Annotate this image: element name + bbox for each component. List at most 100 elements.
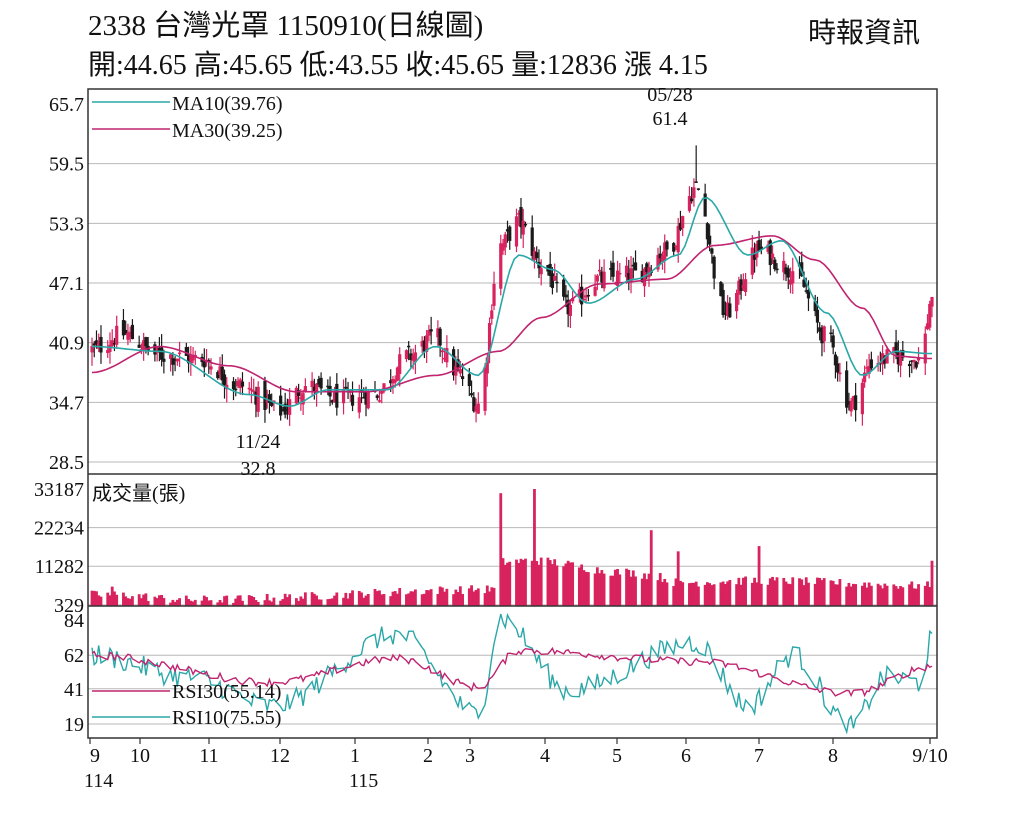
candle-body: [234, 388, 238, 391]
candle-body: [330, 400, 334, 403]
volume-tick-label: 11282: [35, 556, 84, 578]
volume-bar: [268, 600, 271, 606]
volume-bar: [548, 560, 552, 606]
volume-bar: [200, 600, 204, 606]
volume-bar: [807, 582, 810, 606]
volume-bar: [530, 560, 534, 606]
volume-bar: [804, 577, 808, 606]
candle-body: [602, 271, 606, 289]
rsi-tick-label: 62: [64, 645, 84, 667]
volume-bar: [568, 562, 572, 606]
volume-bar: [344, 592, 348, 606]
candle-body: [155, 346, 159, 353]
volume-bar: [647, 573, 651, 606]
candle-body: [892, 347, 896, 352]
volume-bar: [923, 585, 927, 606]
volume-bar: [236, 595, 240, 606]
candle-body: [676, 225, 680, 253]
volume-bar: [122, 592, 125, 606]
candle-body: [231, 381, 236, 390]
volume-bar: [694, 581, 698, 606]
candle-body: [703, 193, 707, 217]
volume-bar: [409, 591, 413, 606]
volume-bar: [661, 581, 664, 606]
volume-bar: [378, 590, 381, 606]
volume-bar: [537, 564, 541, 606]
candle-body: [126, 333, 130, 340]
candle-body: [265, 400, 269, 403]
candle-body: [413, 352, 418, 363]
candle-body: [452, 349, 456, 376]
volume-bar: [584, 571, 588, 606]
volume-bar: [786, 583, 790, 606]
volume-bar: [333, 595, 336, 606]
x-tick-label: 9/10: [912, 745, 948, 767]
candle-body: [618, 272, 622, 275]
candle-body: [705, 223, 710, 240]
candle-body: [366, 390, 370, 409]
candle-body: [303, 386, 307, 392]
volume-bar: [106, 592, 110, 606]
panel-frames: [87, 88, 938, 739]
candle-body: [443, 357, 447, 360]
volume-bar: [645, 579, 649, 606]
candle-body: [642, 268, 647, 287]
volume-bar: [173, 601, 177, 606]
volume-bar: [483, 593, 487, 606]
candle-body: [788, 279, 793, 285]
candle-body: [456, 359, 460, 368]
volume-bar: [281, 599, 285, 606]
candle-body: [660, 255, 665, 262]
volume-bar: [851, 583, 855, 606]
volume-bar: [663, 578, 667, 606]
candle-body: [467, 374, 471, 387]
volume-bar: [649, 530, 653, 606]
volume-bar: [867, 582, 871, 606]
candle-body: [656, 255, 660, 270]
x-year-label: 115: [349, 770, 378, 792]
volume-bar: [270, 601, 274, 606]
volume-bar: [373, 588, 377, 606]
volume-bar: [883, 583, 887, 606]
volume-bar: [393, 591, 397, 606]
candle-body: [726, 302, 730, 317]
volume-bar: [391, 591, 395, 606]
candle-body: [247, 387, 251, 390]
volume-bar: [580, 564, 584, 606]
volume-bar: [256, 601, 260, 606]
volume-bar: [97, 595, 101, 606]
candle-body: [867, 366, 871, 374]
candle-body: [838, 372, 842, 375]
volume-bar: [627, 569, 631, 606]
volume-bar: [247, 595, 251, 606]
candle-body: [162, 358, 166, 362]
volume-bar: [679, 580, 682, 606]
candle-body: [690, 198, 694, 202]
volume-bar: [429, 589, 433, 606]
candle-body: [658, 253, 662, 259]
volume-bar: [586, 572, 590, 606]
candle-body: [633, 262, 638, 271]
candle-body: [829, 332, 833, 335]
volume-bar: [144, 593, 148, 606]
volume-bar: [454, 589, 458, 606]
candle-body: [894, 342, 898, 354]
volume-bar: [564, 563, 568, 606]
candle-body: [517, 213, 521, 215]
candle-body: [220, 366, 224, 381]
axis-labels: 65.759.553.347.140.934.728.5331872223411…: [34, 84, 948, 792]
volume-bar: [741, 577, 745, 606]
high-date-annotation: 05/28: [647, 84, 693, 106]
candle-body: [550, 273, 555, 288]
volume-bar: [831, 580, 835, 606]
volume-bar: [634, 576, 637, 606]
candle-body: [586, 294, 590, 297]
volume-bar: [458, 586, 462, 606]
volume-bar: [818, 577, 822, 606]
volume-bar: [375, 591, 379, 606]
indicator-lines: [91, 196, 933, 735]
volume-bar: [128, 598, 132, 606]
candle-body: [898, 352, 903, 366]
chart-title: 2338 台灣光罩 1150910(日線圖): [88, 10, 484, 42]
volume-bar: [609, 575, 613, 606]
